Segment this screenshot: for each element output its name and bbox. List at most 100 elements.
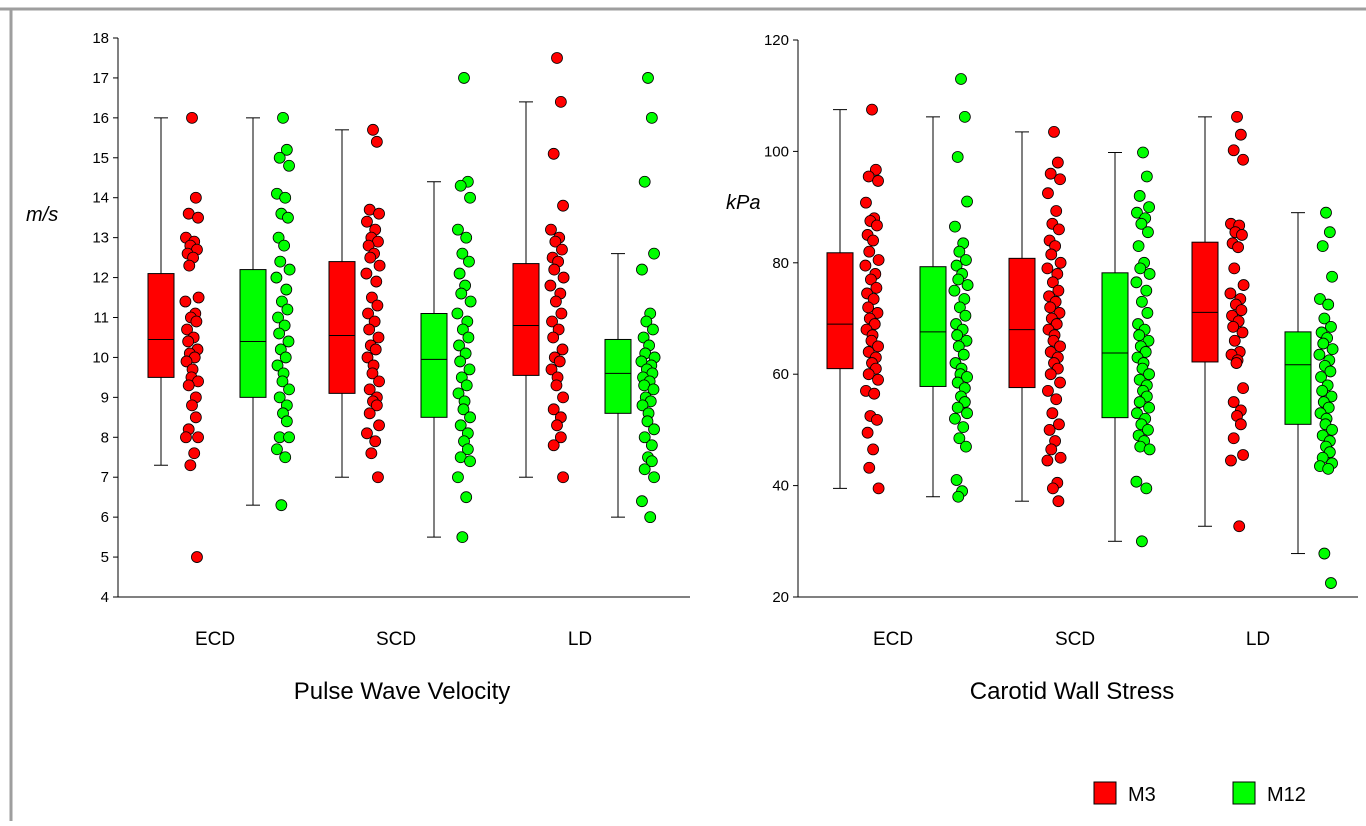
data-point xyxy=(1054,256,1067,269)
data-point xyxy=(370,399,383,412)
data-point xyxy=(452,471,464,484)
data-point xyxy=(1324,365,1337,378)
data-point xyxy=(1225,454,1237,467)
data-point xyxy=(1143,368,1155,381)
data-point xyxy=(365,447,378,460)
data-point xyxy=(1318,312,1331,325)
data-point xyxy=(1041,454,1054,467)
data-point xyxy=(363,407,376,420)
data-point xyxy=(648,471,660,484)
category-label: ECD xyxy=(195,629,235,650)
data-point xyxy=(271,443,283,456)
legend-label-m12: M12 xyxy=(1267,784,1306,806)
data-point xyxy=(1048,126,1060,138)
data-point xyxy=(1322,298,1335,311)
y-axis-label: m/s xyxy=(26,204,58,226)
data-point xyxy=(951,401,964,414)
data-point xyxy=(645,111,658,124)
data-point xyxy=(1143,201,1155,214)
data-point xyxy=(547,331,560,344)
data-point xyxy=(1130,475,1143,488)
y-tick-label: 12 xyxy=(92,270,109,287)
data-point xyxy=(274,255,287,268)
data-point xyxy=(1041,262,1054,275)
y-tick-label: 40 xyxy=(772,478,789,495)
data-point xyxy=(961,371,973,383)
data-point xyxy=(867,293,880,305)
data-point xyxy=(638,431,651,444)
y-tick-label: 11 xyxy=(93,310,109,327)
data-point xyxy=(948,284,961,297)
data-point xyxy=(283,383,295,396)
data-point xyxy=(1133,190,1146,202)
data-point xyxy=(361,215,373,228)
data-point xyxy=(189,191,202,204)
data-point xyxy=(283,159,295,172)
box-m12-scd xyxy=(1101,272,1129,419)
data-point xyxy=(280,415,293,428)
data-point xyxy=(546,315,558,328)
data-point xyxy=(961,279,974,291)
data-point xyxy=(180,431,192,444)
category-label: ECD xyxy=(873,629,913,650)
data-point xyxy=(872,482,885,495)
data-point xyxy=(272,231,285,244)
data-point xyxy=(1053,223,1065,236)
data-point xyxy=(277,111,289,124)
data-point xyxy=(1143,268,1156,280)
data-point xyxy=(273,327,286,340)
data-point xyxy=(464,295,477,308)
data-point xyxy=(1227,396,1240,408)
data-point xyxy=(1318,547,1331,560)
data-point xyxy=(1140,284,1153,297)
data-point xyxy=(371,299,384,312)
data-point xyxy=(1230,357,1243,369)
data-point xyxy=(1052,284,1065,297)
data-point xyxy=(183,259,196,272)
data-point xyxy=(1046,407,1059,420)
data-point xyxy=(1227,144,1240,157)
data-point xyxy=(1054,376,1066,389)
data-point xyxy=(865,273,877,286)
data-point xyxy=(961,407,973,420)
data-point xyxy=(1323,226,1336,239)
data-point xyxy=(462,331,475,344)
data-point xyxy=(458,72,470,84)
box-m12-ld xyxy=(604,338,632,414)
data-point xyxy=(364,251,377,264)
data-point xyxy=(184,459,197,472)
data-point xyxy=(373,419,385,432)
box-m12-ld xyxy=(1284,331,1312,425)
y-tick-label: 17 xyxy=(92,70,109,87)
data-point xyxy=(1326,423,1338,436)
data-point xyxy=(1233,520,1246,533)
data-point xyxy=(373,375,385,388)
data-point xyxy=(1044,167,1057,180)
data-point xyxy=(451,307,464,320)
data-point xyxy=(1137,146,1149,159)
data-point xyxy=(869,163,882,176)
data-point xyxy=(871,413,883,426)
data-point xyxy=(1131,206,1143,219)
box-m3-ld xyxy=(512,263,540,376)
data-point xyxy=(369,435,382,448)
data-point xyxy=(955,73,967,85)
data-point xyxy=(1045,248,1058,261)
data-point xyxy=(1315,371,1327,383)
data-point xyxy=(636,495,648,508)
data-point xyxy=(647,383,660,396)
data-point xyxy=(872,340,884,353)
data-point xyxy=(860,196,872,209)
data-point xyxy=(370,275,383,288)
y-tick-label: 10 xyxy=(92,349,109,366)
y-tick-label: 8 xyxy=(101,429,109,446)
data-point xyxy=(456,247,469,260)
data-point xyxy=(362,307,374,320)
data-point xyxy=(1228,334,1241,347)
data-point xyxy=(867,443,879,456)
data-point xyxy=(461,443,474,456)
data-point xyxy=(1050,318,1063,330)
data-point xyxy=(1234,128,1247,141)
